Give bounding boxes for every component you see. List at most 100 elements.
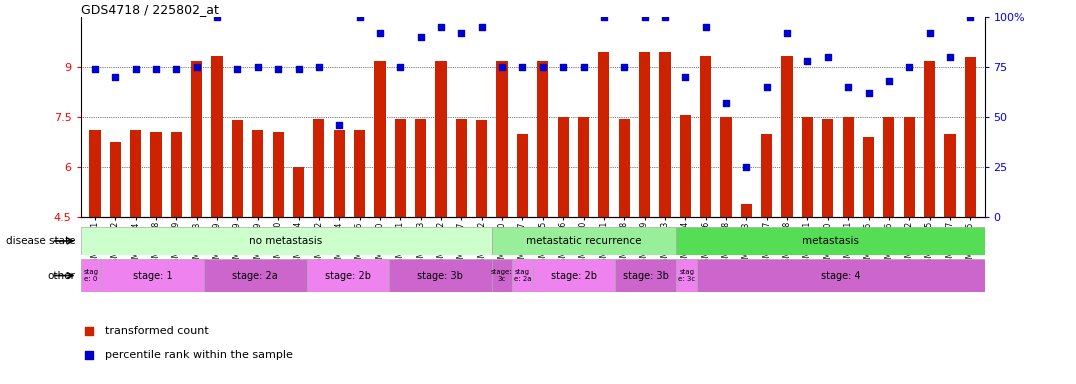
Point bbox=[738, 164, 755, 170]
Point bbox=[80, 352, 97, 358]
Text: disease state: disease state bbox=[5, 236, 75, 246]
Bar bbox=[761, 134, 773, 217]
Point bbox=[147, 66, 165, 72]
Bar bbox=[252, 131, 264, 217]
Text: stage: 2b: stage: 2b bbox=[325, 270, 371, 281]
Point bbox=[636, 14, 653, 20]
Text: metastasis: metastasis bbox=[802, 236, 859, 246]
Bar bbox=[516, 134, 528, 217]
Bar bbox=[512, 259, 533, 292]
Text: stag
e: 2a: stag e: 2a bbox=[513, 269, 532, 282]
Bar bbox=[110, 142, 121, 217]
Bar bbox=[334, 131, 344, 217]
Point bbox=[595, 14, 612, 20]
Bar bbox=[204, 259, 307, 292]
Bar bbox=[781, 56, 793, 217]
Point bbox=[962, 14, 979, 20]
Bar bbox=[374, 61, 385, 217]
Bar bbox=[677, 259, 697, 292]
Bar bbox=[192, 61, 202, 217]
Point bbox=[168, 66, 185, 72]
Point bbox=[433, 24, 450, 30]
Point bbox=[778, 30, 795, 36]
Bar bbox=[415, 119, 426, 217]
Point bbox=[759, 84, 776, 90]
Bar bbox=[151, 132, 161, 217]
Point bbox=[942, 54, 959, 60]
Point bbox=[718, 100, 735, 106]
Bar bbox=[293, 167, 305, 217]
Point bbox=[839, 84, 856, 90]
Point bbox=[798, 58, 816, 64]
Point bbox=[351, 14, 368, 20]
Bar bbox=[101, 259, 204, 292]
Point bbox=[209, 14, 226, 20]
Bar bbox=[476, 121, 487, 217]
Point bbox=[473, 24, 491, 30]
Point bbox=[127, 66, 144, 72]
Point bbox=[615, 64, 633, 70]
Bar bbox=[81, 259, 101, 292]
Point bbox=[86, 66, 103, 72]
Text: percentile rank within the sample: percentile rank within the sample bbox=[104, 350, 293, 360]
Point bbox=[554, 64, 571, 70]
Bar bbox=[802, 117, 813, 217]
Bar bbox=[660, 52, 670, 217]
Bar bbox=[863, 137, 874, 217]
Bar bbox=[272, 132, 284, 217]
Bar bbox=[231, 121, 243, 217]
Bar bbox=[171, 132, 182, 217]
Bar bbox=[883, 117, 894, 217]
Text: no metastasis: no metastasis bbox=[250, 236, 323, 246]
Point bbox=[677, 74, 694, 80]
Bar bbox=[598, 52, 609, 217]
Point bbox=[819, 54, 836, 60]
Point bbox=[330, 122, 348, 128]
Point bbox=[453, 30, 470, 36]
Bar bbox=[89, 131, 100, 217]
Point bbox=[80, 328, 97, 334]
Bar bbox=[843, 117, 853, 217]
Text: stage: 1: stage: 1 bbox=[132, 270, 172, 281]
Point bbox=[921, 30, 938, 36]
Text: stag
e: 0: stag e: 0 bbox=[84, 269, 99, 282]
Point bbox=[534, 64, 551, 70]
Point bbox=[860, 90, 877, 96]
Bar bbox=[677, 227, 985, 255]
Point bbox=[494, 64, 511, 70]
Text: stage:
3c: stage: 3c bbox=[491, 269, 512, 282]
Text: stage: 2a: stage: 2a bbox=[232, 270, 279, 281]
Bar bbox=[533, 259, 614, 292]
Bar bbox=[904, 117, 915, 217]
Point bbox=[250, 64, 267, 70]
Text: stage: 4: stage: 4 bbox=[821, 270, 861, 281]
Bar bbox=[130, 131, 141, 217]
Bar bbox=[697, 259, 985, 292]
Bar bbox=[639, 52, 650, 217]
Bar bbox=[700, 56, 711, 217]
Text: GDS4718 / 225802_at: GDS4718 / 225802_at bbox=[81, 3, 218, 16]
Bar bbox=[614, 259, 677, 292]
Point bbox=[880, 78, 897, 84]
Point bbox=[392, 64, 409, 70]
Bar bbox=[578, 117, 590, 217]
Bar bbox=[212, 56, 223, 217]
Bar bbox=[965, 57, 976, 217]
Point bbox=[229, 66, 246, 72]
Bar bbox=[822, 119, 834, 217]
Text: stage: 2b: stage: 2b bbox=[551, 270, 597, 281]
Bar bbox=[436, 61, 447, 217]
Bar bbox=[388, 259, 492, 292]
Text: stage: 3b: stage: 3b bbox=[417, 270, 463, 281]
Bar bbox=[307, 259, 388, 292]
Bar bbox=[619, 119, 629, 217]
Bar bbox=[680, 116, 691, 217]
Point bbox=[656, 14, 674, 20]
Text: transformed count: transformed count bbox=[104, 326, 209, 336]
Point bbox=[371, 30, 388, 36]
Bar bbox=[456, 119, 467, 217]
Bar bbox=[945, 134, 955, 217]
Point bbox=[514, 64, 532, 70]
Bar bbox=[354, 131, 365, 217]
Bar bbox=[496, 61, 508, 217]
